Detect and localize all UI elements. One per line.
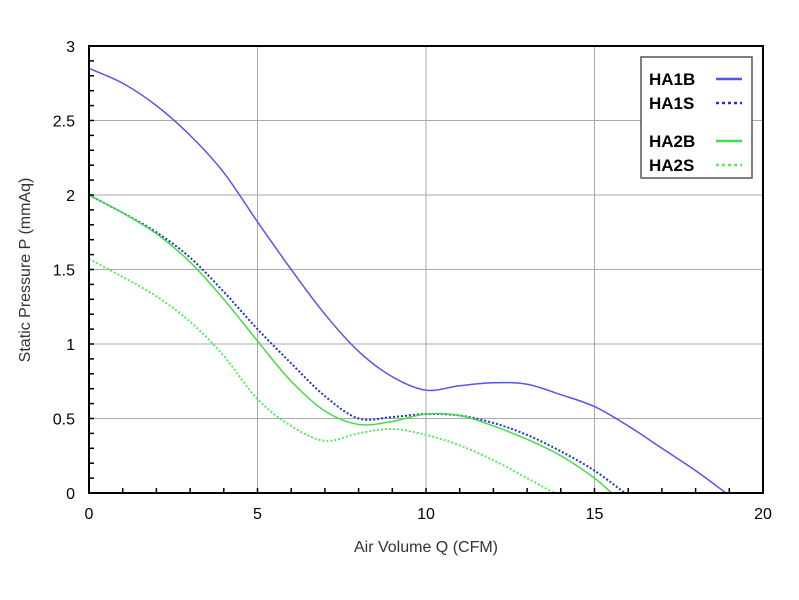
y-tick-label: 1 [66,337,75,354]
y-tick-label: 2.5 [53,114,75,131]
axis-ticks: 0 5 10 15 20 0 0.5 1 1.5 2 2.5 3 [53,39,772,523]
x-tick-label: 0 [85,506,94,523]
y-tick-label: 0 [66,486,75,503]
y-tick-label: 3 [66,39,75,56]
legend-label-ha2b: HA2B [649,132,695,151]
legend-label-ha2s: HA2S [649,156,694,175]
series-lines [88,67,727,494]
legend-box [640,56,753,179]
grid [89,46,763,493]
x-tick-label: 20 [754,506,772,523]
y-tick-label: 2 [66,188,75,205]
legend-label-ha1b: HA1B [649,70,695,89]
x-axis-label: Air Volume Q (CFM) [354,539,498,556]
x-tick-label: 5 [253,506,262,523]
x-tick-label: 15 [586,506,604,523]
series-line-ha2s [88,258,555,494]
y-tick-label: 1.5 [53,263,75,280]
legend: HA1B HA1S HA2B HA2S [640,56,753,179]
y-axis-label: Static Pressure P (mmAq) [17,178,34,363]
series-line-ha1s [88,194,626,494]
y-tick-label: 0.5 [53,412,75,429]
series-line-ha2b [88,194,612,494]
legend-label-ha1s: HA1S [649,94,694,113]
series-line-ha1b [88,67,727,494]
x-tick-label: 10 [417,506,435,523]
